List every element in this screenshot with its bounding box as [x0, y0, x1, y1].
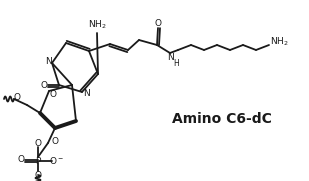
Text: NH$_2$: NH$_2$ — [88, 19, 106, 31]
Text: O: O — [35, 138, 41, 148]
Text: O: O — [18, 155, 24, 165]
Text: O: O — [40, 81, 48, 89]
Text: Amino C6-dC: Amino C6-dC — [172, 112, 272, 126]
Text: O$^-$: O$^-$ — [49, 155, 65, 167]
Text: O: O — [52, 136, 58, 146]
Text: NH$_2$: NH$_2$ — [270, 36, 288, 48]
Text: O: O — [49, 90, 56, 99]
Text: O: O — [154, 18, 162, 28]
Text: H: H — [173, 60, 179, 68]
Text: N: N — [83, 89, 89, 98]
Text: O: O — [35, 171, 41, 180]
Text: O: O — [14, 94, 20, 102]
Text: P: P — [35, 157, 41, 165]
Text: N: N — [167, 54, 174, 62]
Text: N: N — [44, 56, 51, 66]
